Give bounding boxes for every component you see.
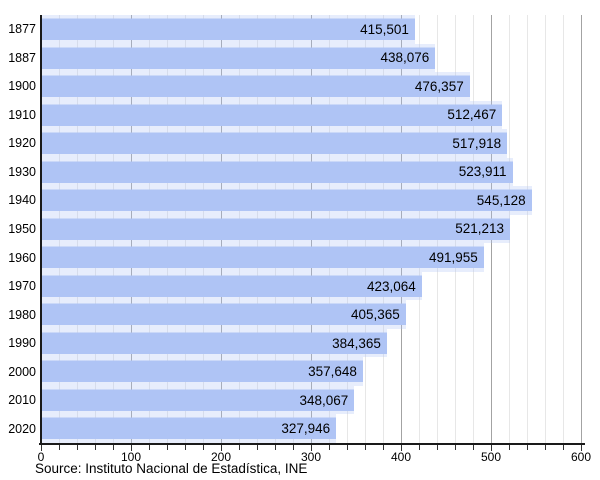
x-tick-minor <box>59 444 60 450</box>
bar-1900: 476,357 <box>41 72 470 101</box>
x-tick-major <box>491 444 492 451</box>
bar-1980: 405,365 <box>41 300 406 329</box>
gridline-minor <box>545 15 546 443</box>
x-tick-minor <box>203 444 204 450</box>
x-tick-minor <box>545 444 546 450</box>
bar-value-label: 423,064 <box>366 278 416 294</box>
x-tick-minor <box>149 444 150 450</box>
bar-value-label: 476,357 <box>414 78 464 94</box>
x-tick-minor <box>419 444 420 450</box>
bar-1990: 384,365 <box>41 328 387 358</box>
x-tick-label-300: 300 <box>300 450 322 464</box>
bar-value-label: 348,067 <box>299 392 349 408</box>
bar-value-label: 405,365 <box>351 307 400 323</box>
year-label-1970: 1970 <box>8 279 36 294</box>
x-tick-major <box>131 444 132 451</box>
x-tick-minor <box>563 444 564 450</box>
gridline-minor <box>563 15 564 443</box>
year-label-1910: 1910 <box>8 107 36 122</box>
year-label-1960: 1960 <box>8 250 36 265</box>
year-label-1887: 1887 <box>8 50 36 65</box>
x-tick-label-400: 400 <box>390 450 412 464</box>
year-label-2000: 2000 <box>8 364 36 379</box>
bar-1920: 517,918 <box>41 129 508 158</box>
x-tick-minor <box>527 444 528 450</box>
bar-value-label: 438,076 <box>380 50 430 66</box>
x-tick-minor <box>167 444 168 450</box>
year-label-1920: 1920 <box>8 136 36 151</box>
year-label-1980: 1980 <box>8 307 36 322</box>
year-label-1900: 1900 <box>8 79 36 94</box>
bar-value-label: 491,955 <box>428 250 478 266</box>
x-tick-minor <box>239 444 240 450</box>
x-tick-minor <box>455 444 456 450</box>
bar-1910: 512,467 <box>41 100 503 130</box>
year-label-1950: 1950 <box>8 221 36 236</box>
gridline-major <box>581 15 582 443</box>
bar-1950: 521,213 <box>41 214 511 244</box>
x-tick-label-200: 200 <box>210 450 232 464</box>
x-tick-label-500: 500 <box>480 450 502 464</box>
x-tick-minor <box>293 444 294 450</box>
bar-value-label: 357,648 <box>308 364 357 380</box>
x-tick-minor <box>77 444 78 450</box>
x-tick-label-100: 100 <box>120 450 142 464</box>
x-tick-minor <box>113 444 114 450</box>
x-tick-minor <box>365 444 366 450</box>
bar-2010: 348,067 <box>41 385 355 415</box>
x-tick-major <box>221 444 222 451</box>
y-axis-line <box>40 15 42 444</box>
gridline-minor <box>527 15 528 443</box>
source-note: Source: Instituto Nacional de Estadístic… <box>35 461 308 476</box>
bar-value-label: 545,128 <box>476 192 526 208</box>
bar-1970: 423,064 <box>41 271 422 301</box>
bar-1887: 438,076 <box>41 43 436 73</box>
bar-1930: 523,911 <box>41 157 513 187</box>
x-tick-minor <box>185 444 186 450</box>
bar-value-label: 327,946 <box>281 421 331 437</box>
x-tick-minor <box>383 444 384 450</box>
bar-value-label: 415,501 <box>360 21 409 37</box>
x-tick-minor <box>95 444 96 450</box>
bar-1940: 545,128 <box>41 186 532 215</box>
bar-value-label: 512,467 <box>447 107 497 123</box>
x-tick-label-0: 0 <box>37 450 45 464</box>
year-label-1930: 1930 <box>8 164 36 179</box>
x-tick-major <box>41 444 42 451</box>
bar-2000: 357,648 <box>41 357 363 386</box>
x-tick-minor <box>473 444 474 450</box>
bar-1960: 491,955 <box>41 243 484 272</box>
bar-2020: 327,946 <box>41 414 337 443</box>
bar-value-label: 517,918 <box>452 135 502 151</box>
x-tick-minor <box>437 444 438 450</box>
bar-value-label: 384,365 <box>332 335 381 351</box>
year-label-1940: 1940 <box>8 193 36 208</box>
x-tick-minor <box>347 444 348 450</box>
x-tick-major <box>311 444 312 451</box>
bar-1877: 415,501 <box>41 15 415 44</box>
x-tick-minor <box>509 444 510 450</box>
x-tick-major <box>401 444 402 451</box>
x-tick-label-600: 600 <box>570 450 592 464</box>
bar-value-label: 523,911 <box>458 164 507 180</box>
x-axis-line <box>39 443 585 445</box>
x-tick-minor <box>275 444 276 450</box>
year-label-1990: 1990 <box>8 336 36 351</box>
plot-area: 415,501 438,076 476,357 512,467 517,918 523,9… <box>41 15 582 443</box>
year-label-2020: 2020 <box>8 421 36 436</box>
x-tick-minor <box>257 444 258 450</box>
x-tick-major <box>581 444 582 451</box>
year-label-1877: 1877 <box>8 22 36 37</box>
bar-value-label: 521,213 <box>455 221 505 237</box>
year-label-2010: 2010 <box>8 393 36 408</box>
x-tick-minor <box>329 444 330 450</box>
